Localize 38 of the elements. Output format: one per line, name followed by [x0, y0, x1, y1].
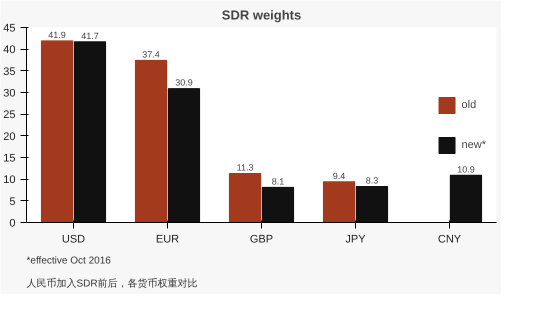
y-tick-label: 45: [3, 22, 16, 34]
bar: [356, 186, 388, 222]
data-label: 8.3: [366, 176, 378, 186]
x-tick-label: EUR: [156, 234, 180, 246]
bar: [74, 41, 106, 222]
bar: [322, 181, 356, 222]
x-tick-label: JPY: [345, 234, 366, 246]
bar: [228, 173, 262, 222]
x-tick-label: USD: [62, 234, 86, 246]
y-tick-label: 30: [3, 88, 16, 100]
bar: [40, 40, 74, 222]
chart-title: SDR weights: [222, 8, 302, 22]
x-tick-label: CNY: [438, 234, 462, 246]
y-tick-label: 15: [3, 152, 16, 164]
y-tick-label: 0: [9, 218, 16, 230]
bar: [450, 174, 482, 222]
y-tick-label: 5: [9, 196, 16, 208]
y-tick-label: 35: [3, 66, 16, 78]
data-label: 9.4: [332, 170, 346, 181]
text: 人民币加入SDR前后，各货币权重对比: [26, 278, 198, 290]
x-tick-label: GBP: [250, 234, 274, 246]
data-label: 37.4: [142, 49, 160, 60]
text: *effective Oct 2016: [26, 256, 112, 266]
data-label: 8.1: [272, 176, 284, 186]
y-tick-label: 20: [3, 130, 16, 143]
data-label: 41.7: [81, 30, 99, 41]
bar: [262, 186, 294, 222]
legend-label: old: [462, 98, 478, 110]
data-label: 41.9: [48, 30, 66, 40]
bar: [168, 88, 200, 222]
y-tick-label: 40: [3, 44, 16, 56]
bar: [134, 60, 168, 222]
y-tick-label: 10: [3, 174, 16, 186]
legend-label: new*: [462, 138, 486, 150]
data-label: 30.9: [175, 78, 193, 88]
data-label: 11.3: [236, 162, 254, 173]
y-tick-label: 25: [3, 109, 16, 122]
data-label: 10.9: [457, 164, 475, 174]
